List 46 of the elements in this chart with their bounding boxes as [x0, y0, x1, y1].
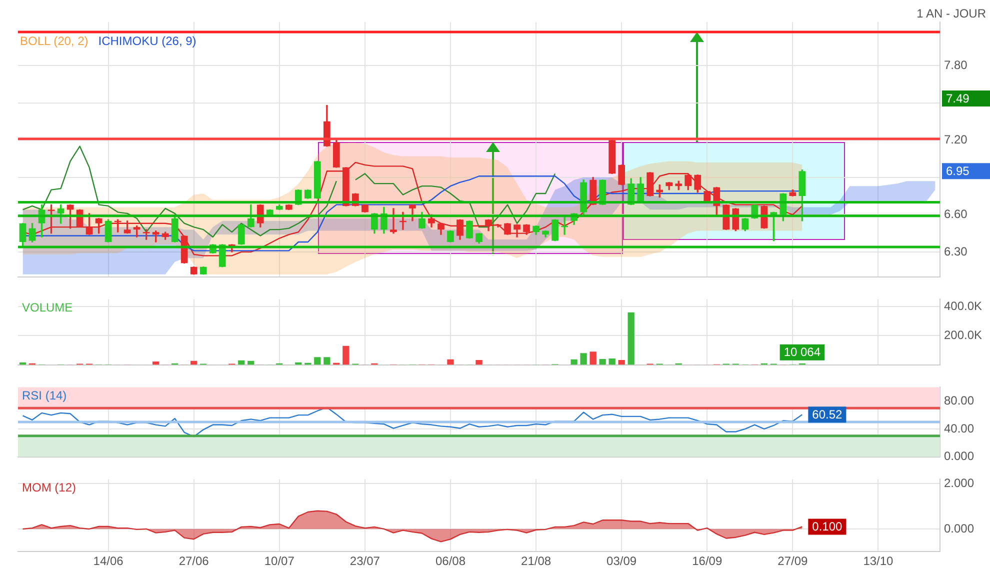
y-tick-label: 7.80 — [944, 58, 968, 72]
y-tick-label: 200.0K — [944, 328, 982, 342]
data-label: 0.100 — [812, 520, 843, 534]
bar — [342, 346, 350, 365]
y-tick-label: 6.30 — [944, 244, 968, 258]
data-label: 10 064 — [784, 345, 821, 360]
x-tick-label: 03/09 — [606, 554, 637, 568]
bar — [314, 357, 321, 365]
text: ICHIMOKU (26, 9) — [98, 34, 196, 48]
x-tick-label: 21/08 — [521, 554, 552, 568]
y-tick-label: 400.0K — [944, 298, 982, 313]
chart-title: VOLUME — [22, 300, 73, 315]
bar — [599, 358, 606, 365]
legend-label: BOLL (20, 2) — [20, 34, 88, 48]
bar — [580, 353, 587, 365]
text: 7.49 — [946, 91, 970, 106]
x-tick-label: 27/06 — [178, 554, 210, 568]
bar — [608, 358, 616, 365]
bar — [570, 359, 578, 365]
x-tick-label: 16/09 — [692, 554, 722, 568]
chart-subtitle: 1 AN - JOUR — [916, 6, 986, 20]
y-tick-label: 80.00 — [944, 393, 974, 408]
bar — [238, 360, 245, 365]
bar — [618, 360, 625, 365]
bar — [590, 352, 596, 365]
y-tick-label: 0.000 — [944, 449, 974, 464]
x-tick-label: 10/07 — [264, 554, 295, 568]
bar — [476, 360, 482, 365]
chart-title: MOM (12) — [22, 480, 76, 495]
data-label: 60.52 — [812, 407, 843, 422]
bar — [324, 357, 330, 365]
y-tick-label: 0.000 — [944, 521, 974, 536]
x-tick-label: 27/09 — [778, 554, 808, 568]
chart-title: RSI (14) — [22, 388, 67, 403]
x-tick-label: 23/07 — [350, 554, 380, 568]
x-tick-label: 13/10 — [863, 554, 894, 568]
candlestick — [504, 223, 511, 235]
x-tick-label: 06/08 — [435, 554, 466, 568]
bar — [447, 359, 454, 365]
y-tick-label: 7.20 — [944, 132, 968, 146]
x-tick-label: 14/06 — [93, 554, 124, 568]
bar — [628, 312, 634, 365]
y-tick-label: 40.00 — [944, 421, 974, 436]
text: 6.95 — [946, 164, 970, 178]
y-tick-label: 6.60 — [944, 206, 968, 221]
y-tick-label: 2.000 — [944, 476, 974, 490]
